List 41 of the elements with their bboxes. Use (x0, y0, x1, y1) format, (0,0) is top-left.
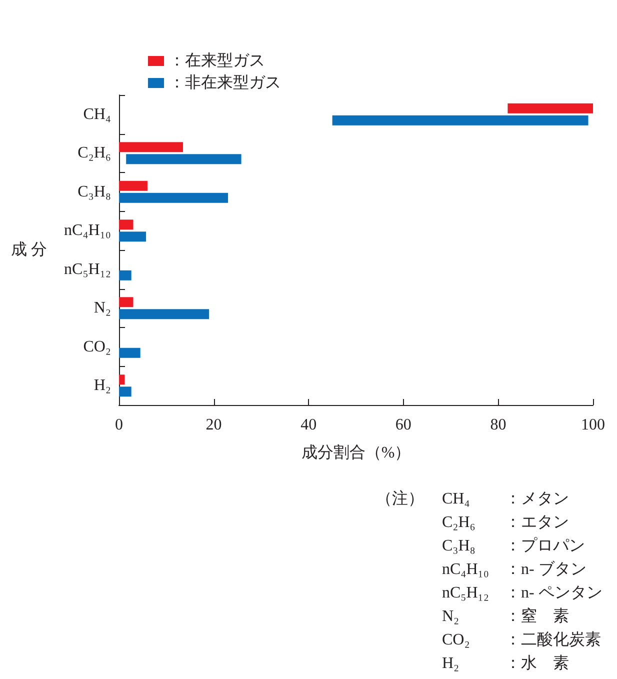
x-tick-label: 20 (206, 416, 222, 434)
y-tick-label: C₂H₆ (78, 144, 111, 162)
y-tick-label: N₂ (94, 300, 111, 317)
bar (119, 297, 134, 308)
text: nC₅H₁₂：n- ペンタン (442, 584, 602, 602)
bar (119, 180, 148, 191)
bar (119, 220, 134, 230)
bar (126, 154, 242, 164)
text: （注） (376, 490, 424, 508)
bar (119, 386, 132, 397)
x-tick-label: 0 (115, 416, 123, 434)
bar (119, 270, 132, 280)
bar (332, 115, 588, 126)
y-tick-label: CO₂ (83, 338, 111, 356)
x-tick-label: 80 (490, 416, 506, 434)
text: N₂：窒 素 (442, 608, 569, 625)
y-tick-label: H₂ (94, 377, 111, 394)
text: CO₂：二酸化炭素 (442, 632, 601, 648)
x-tick-label: 40 (300, 416, 317, 434)
x-tick-label: 60 (395, 416, 412, 434)
bar (119, 192, 228, 203)
y-tick-label: nC₅H₁₂ (64, 260, 111, 278)
y-axis-title: 成 分 (11, 240, 47, 258)
text: CH₄：メタン (442, 490, 569, 508)
bar (508, 103, 593, 114)
bar (119, 142, 183, 152)
y-tick-label: C₃H₈ (78, 183, 111, 200)
bar (119, 232, 146, 242)
legend-label: ：在来型ガス (169, 52, 265, 70)
bar (119, 374, 125, 385)
y-tick-label: CH₄ (83, 106, 112, 123)
bar (119, 348, 140, 358)
text: C₂H₆：エタン (442, 514, 569, 531)
x-axis-title: 成分割合（%） (301, 444, 411, 462)
text: H₂：水 素 (442, 655, 569, 672)
y-tick-label: nC₄H₁₀ (64, 222, 111, 240)
legend-label: ：非在来型ガス (169, 74, 281, 92)
x-tick-label: 100 (581, 416, 605, 434)
text: nC₄H₁₀：n- ブタン (442, 560, 586, 578)
bar (119, 309, 210, 320)
text: C₃H₈：プロパン (442, 538, 585, 554)
